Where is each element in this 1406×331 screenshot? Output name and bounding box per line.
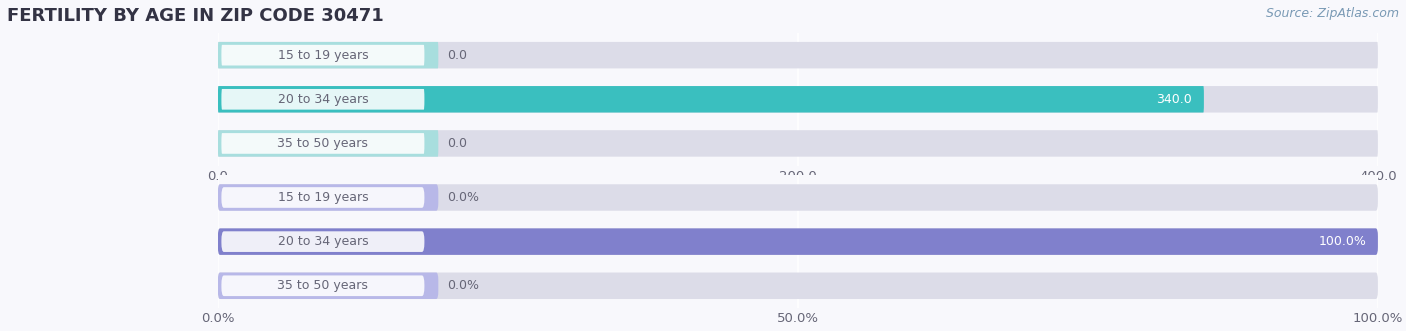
FancyBboxPatch shape (218, 86, 1378, 113)
FancyBboxPatch shape (218, 184, 1378, 211)
FancyBboxPatch shape (218, 228, 1378, 255)
Text: 0.0%: 0.0% (447, 191, 479, 204)
FancyBboxPatch shape (221, 133, 425, 154)
FancyBboxPatch shape (218, 184, 439, 211)
FancyBboxPatch shape (218, 272, 439, 299)
FancyBboxPatch shape (221, 231, 425, 252)
FancyBboxPatch shape (218, 130, 1378, 157)
FancyBboxPatch shape (221, 187, 425, 208)
Text: 340.0: 340.0 (1157, 93, 1192, 106)
FancyBboxPatch shape (218, 42, 1378, 69)
Text: Source: ZipAtlas.com: Source: ZipAtlas.com (1265, 7, 1399, 20)
Text: 0.0: 0.0 (447, 137, 468, 150)
FancyBboxPatch shape (221, 45, 425, 66)
FancyBboxPatch shape (218, 272, 1378, 299)
FancyBboxPatch shape (221, 89, 425, 110)
Text: 35 to 50 years: 35 to 50 years (277, 279, 368, 292)
Text: 0.0%: 0.0% (447, 279, 479, 292)
FancyBboxPatch shape (221, 275, 425, 296)
Text: 20 to 34 years: 20 to 34 years (277, 93, 368, 106)
Text: 100.0%: 100.0% (1319, 235, 1367, 248)
Text: 20 to 34 years: 20 to 34 years (277, 235, 368, 248)
FancyBboxPatch shape (218, 130, 439, 157)
Text: 35 to 50 years: 35 to 50 years (277, 137, 368, 150)
Text: 15 to 19 years: 15 to 19 years (277, 49, 368, 62)
FancyBboxPatch shape (218, 86, 1204, 113)
Text: 15 to 19 years: 15 to 19 years (277, 191, 368, 204)
Text: 0.0: 0.0 (447, 49, 468, 62)
FancyBboxPatch shape (218, 228, 1378, 255)
Text: FERTILITY BY AGE IN ZIP CODE 30471: FERTILITY BY AGE IN ZIP CODE 30471 (7, 7, 384, 24)
FancyBboxPatch shape (218, 42, 439, 69)
